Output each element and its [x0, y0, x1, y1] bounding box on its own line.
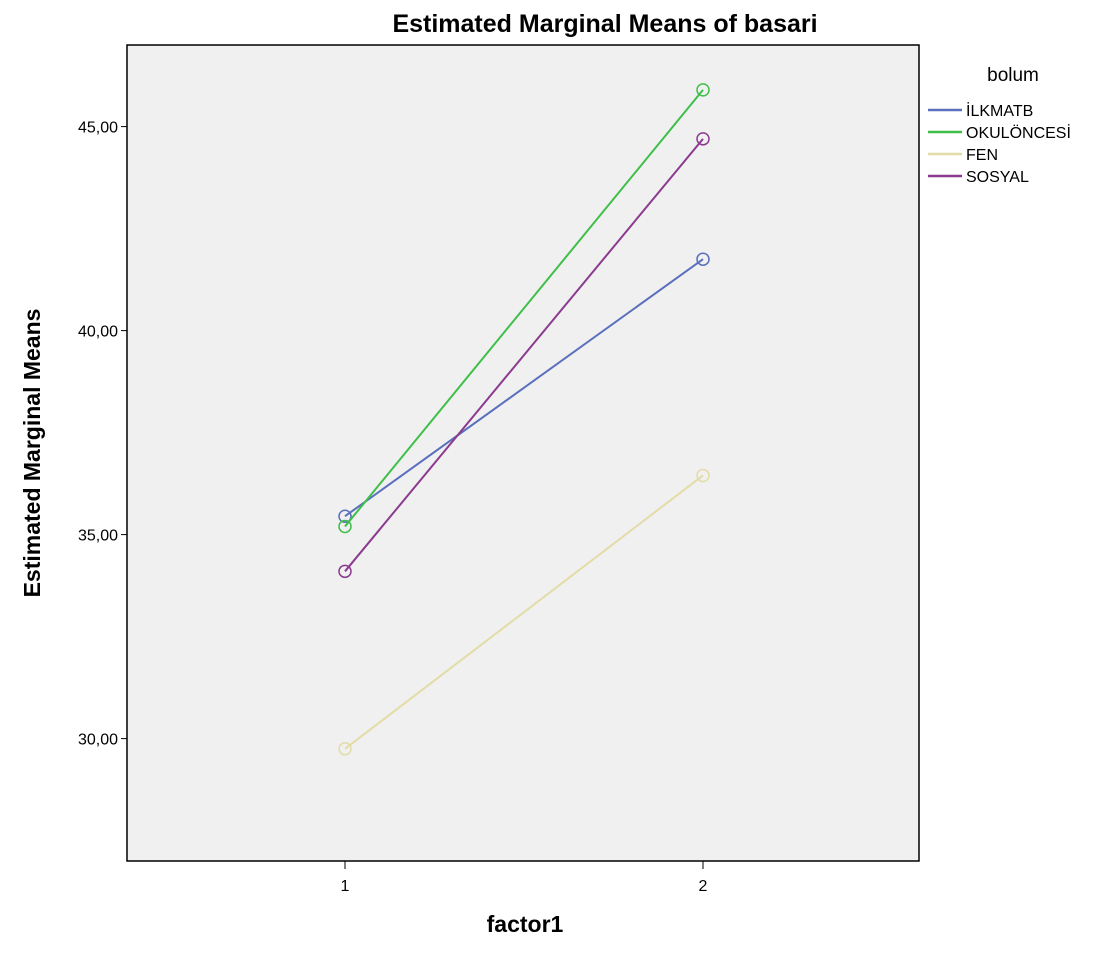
- data-point: [696, 83, 710, 97]
- legend-label: OKULÖNCESİ: [966, 123, 1071, 142]
- y-tick-label: 30,00: [78, 732, 118, 749]
- series-line-4: [344, 138, 704, 572]
- x-axis-title: factor1: [487, 911, 564, 937]
- series-line-2: [344, 89, 704, 528]
- data-point: [338, 519, 352, 534]
- legend-title: bolum: [987, 65, 1039, 86]
- legend-label: SOSYAL: [966, 169, 1029, 186]
- y-axis-title: Estimated Marginal Means: [19, 309, 45, 598]
- x-tick-label: 1: [341, 878, 350, 895]
- series-line-1: [344, 258, 704, 518]
- y-axis: 30,00 35,00 40,00 45,00: [78, 120, 127, 749]
- chart-title: Estimated Marginal Means of basari: [392, 10, 817, 38]
- legend: bolum İLKMATB OKULÖNCESİ FEN SOSYAL: [928, 65, 1071, 186]
- series-line-3: [344, 474, 704, 750]
- data-point: [338, 564, 352, 579]
- legend-label: FEN: [966, 147, 998, 164]
- series-layer: [338, 83, 710, 756]
- data-point: [338, 509, 352, 523]
- y-tick-label: 35,00: [78, 528, 118, 545]
- y-tick-label: 40,00: [78, 324, 118, 341]
- y-tick-label: 45,00: [78, 120, 118, 137]
- data-point: [338, 742, 352, 756]
- data-point: [696, 252, 710, 266]
- x-tick-label: 2: [699, 878, 708, 895]
- data-point: [696, 132, 710, 146]
- plot-area: [126, 44, 920, 862]
- legend-label: İLKMATB: [966, 101, 1033, 120]
- data-point: [696, 468, 710, 483]
